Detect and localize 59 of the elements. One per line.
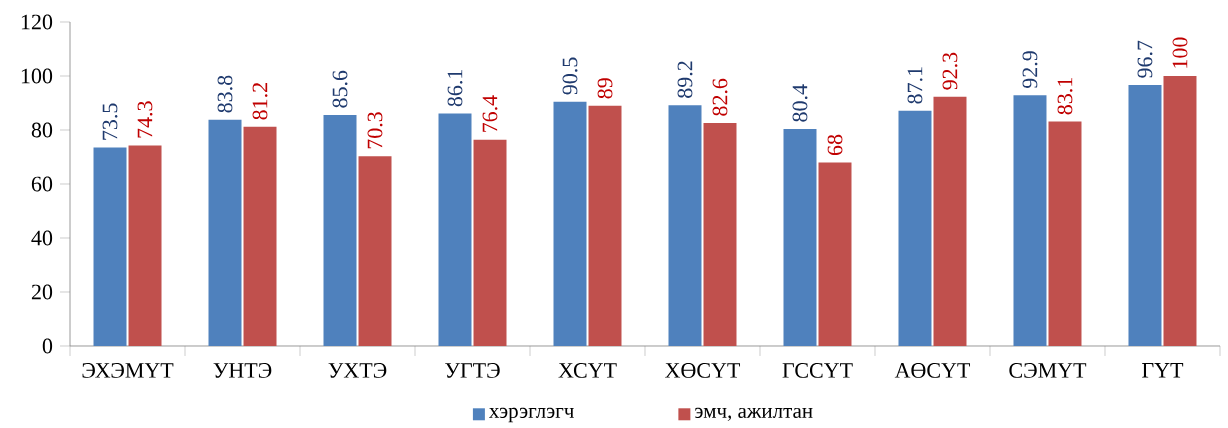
data-label: 82.6: [712, 78, 728, 116]
x-tick-label: УГТЭ: [445, 363, 500, 378]
data-label: 92.3: [942, 52, 958, 90]
bar: [818, 162, 852, 346]
data-label: 90.5: [562, 57, 578, 95]
data-label: 100: [1172, 37, 1188, 68]
x-tick-label: ЭХЭМҮТ: [82, 363, 174, 378]
y-tick-label: 0: [42, 338, 53, 354]
data-label: 85.6: [332, 70, 348, 108]
bar: [323, 114, 357, 346]
data-label: 96.7: [1137, 40, 1153, 78]
legend-label: эмч, ажилтан: [695, 407, 813, 421]
data-label: 87.1: [907, 67, 923, 104]
bar: [438, 113, 472, 346]
data-label: 80.4: [792, 84, 808, 122]
bar: [128, 145, 162, 346]
bar: [703, 122, 737, 346]
x-tick-label: ГҮТ: [1142, 363, 1184, 378]
y-tick-label: 80: [31, 122, 53, 138]
bar: [933, 96, 967, 346]
data-label: 92.9: [1022, 51, 1038, 89]
bar: [1048, 121, 1082, 346]
bar: [668, 105, 702, 346]
y-tick-label: 100: [21, 68, 53, 84]
x-tick-label: ХӨСҮТ: [665, 363, 741, 378]
bar: [1128, 84, 1162, 346]
data-label: 73.5: [102, 103, 118, 140]
data-label: 86.1: [447, 69, 463, 107]
data-label: 70.3: [367, 112, 383, 149]
data-label: 83.1: [1057, 78, 1073, 115]
y-tick-label: 60: [31, 176, 53, 192]
x-tick-label: АӨСҮТ: [894, 363, 971, 378]
bar: [1163, 76, 1197, 346]
data-label: 76.4: [482, 95, 498, 132]
bar: [243, 126, 277, 346]
bar: [588, 105, 622, 346]
x-tick-label: ХСҮТ: [558, 363, 617, 378]
data-label: 81.2: [252, 83, 268, 120]
bar: [783, 128, 817, 346]
y-tick-label: 120: [21, 14, 53, 30]
y-tick-label: 20: [31, 284, 53, 300]
data-label: 74.3: [137, 101, 153, 138]
data-label: 89.2: [677, 61, 693, 98]
x-tick-label: СЭМҮТ: [1009, 363, 1087, 378]
bar: [93, 147, 127, 346]
x-tick-label: ГССҮТ: [782, 363, 853, 378]
x-tick-label: УНТЭ: [213, 363, 272, 378]
y-tick-label: 40: [31, 230, 53, 246]
bar: [358, 156, 392, 346]
data-label: 89: [597, 78, 613, 99]
bar: [898, 110, 932, 346]
data-label: 68: [827, 134, 843, 156]
data-label: 83.8: [217, 75, 233, 113]
bar: [553, 101, 587, 346]
bar: [208, 119, 242, 346]
bar: [1013, 95, 1047, 346]
x-tick-label: УХТЭ: [328, 363, 387, 378]
legend-label: хэрэглэгч: [489, 407, 574, 423]
bar: [473, 139, 507, 346]
